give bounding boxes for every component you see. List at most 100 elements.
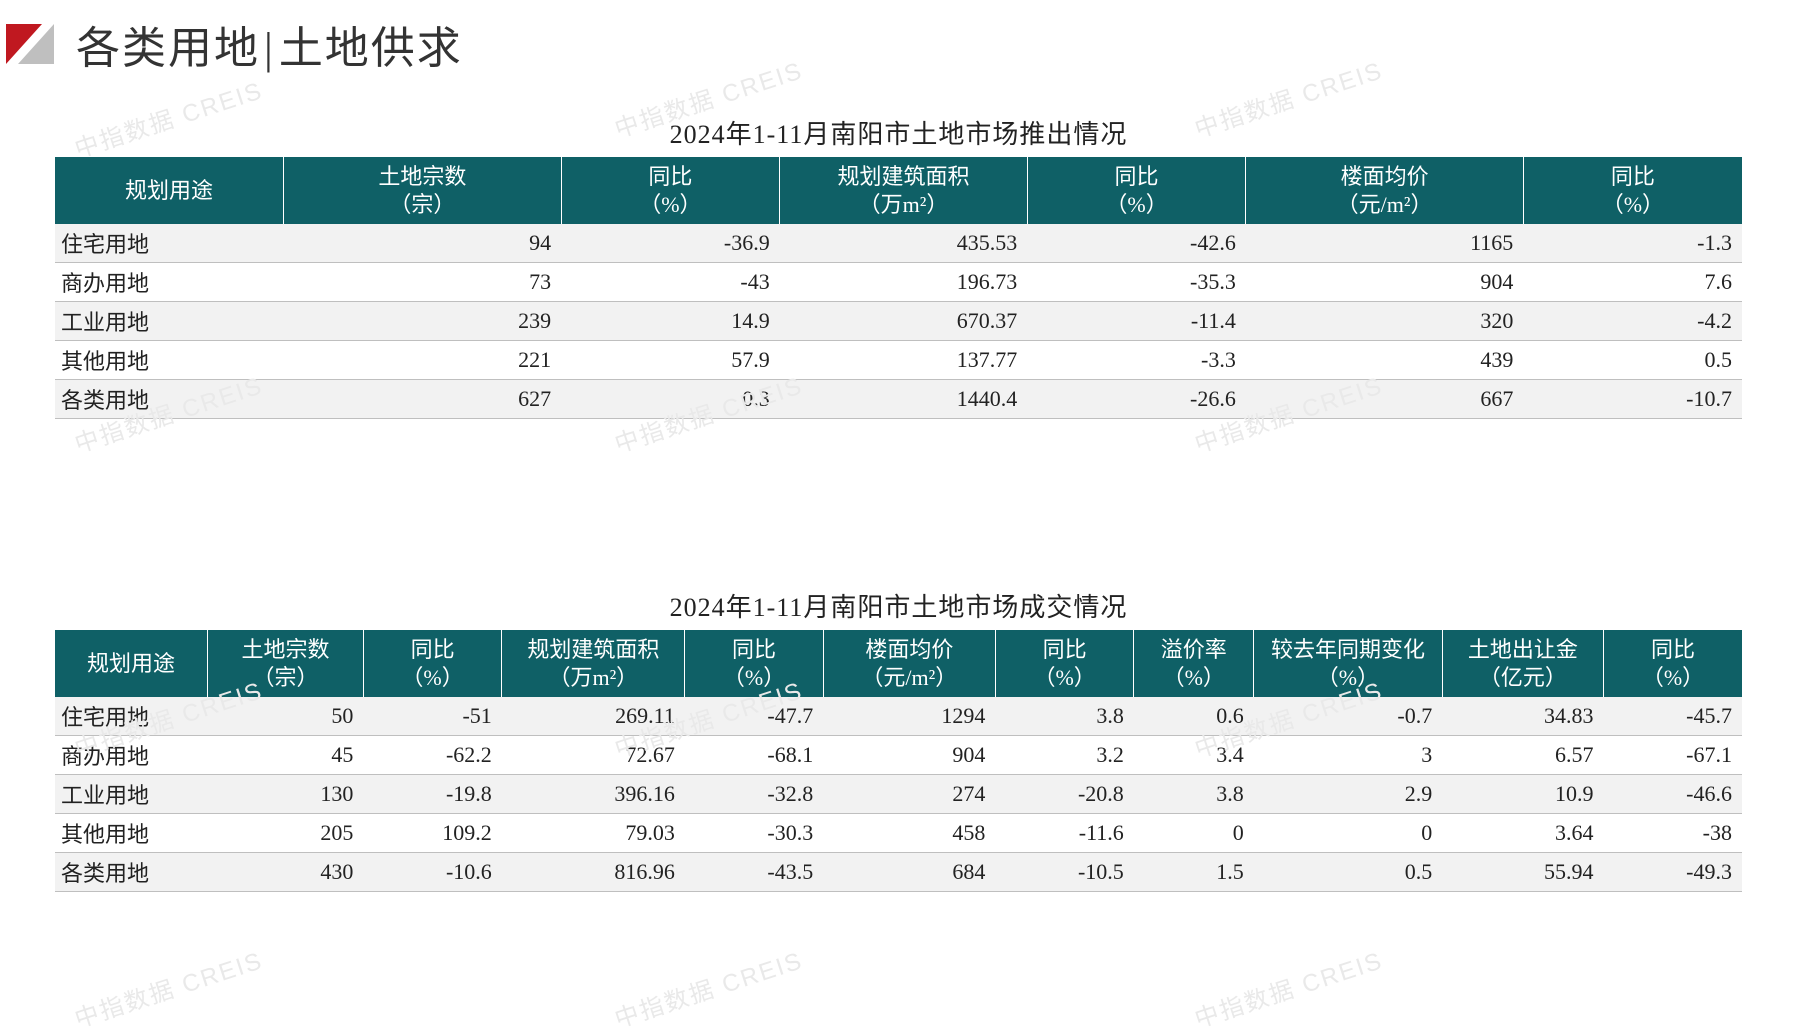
table1-cell: 221: [284, 341, 561, 380]
table2-cell: 3: [1254, 736, 1443, 775]
table1-cell: -26.6: [1027, 380, 1246, 419]
table1-col-1: 土地宗数（宗）: [284, 157, 561, 224]
table1-col-4: 同比（%）: [1027, 157, 1246, 224]
table1-cell: 196.73: [780, 263, 1028, 302]
table2-cell: 3.4: [1134, 736, 1254, 775]
table2-cell: -62.2: [363, 736, 501, 775]
table2-cell: -67.1: [1604, 736, 1743, 775]
table2-header-row: 规划用途土地宗数（宗）同比（%）规划建筑面积（万m²）同比（%）楼面均价（元/m…: [55, 630, 1742, 697]
table2-col-1: 土地宗数（宗）: [208, 630, 364, 697]
table2-cell: -68.1: [685, 736, 823, 775]
table1-cell: 239: [284, 302, 561, 341]
table2-cell: 904: [823, 736, 995, 775]
table2-cell: -10.6: [363, 853, 501, 892]
table1-header-row: 规划用途土地宗数（宗）同比（%）规划建筑面积（万m²）同比（%）楼面均价（元/m…: [55, 157, 1742, 224]
table1-row: 各类用地6270.31440.4-26.6667-10.7: [55, 380, 1742, 419]
table2-cell: 0: [1254, 814, 1443, 853]
table2-cell: 205: [208, 814, 364, 853]
table1-cell: 439: [1246, 341, 1523, 380]
table1-cell: -35.3: [1027, 263, 1246, 302]
table2-cell: 0.5: [1254, 853, 1443, 892]
table2-cell: -45.7: [1604, 697, 1743, 736]
table2-col-4: 同比（%）: [685, 630, 823, 697]
table2-cell: 1.5: [1134, 853, 1254, 892]
table2-cell: 34.83: [1442, 697, 1603, 736]
title-separator: |: [264, 24, 275, 73]
table2-cell: -46.6: [1604, 775, 1743, 814]
table2-row: 其他用地205109.279.03-30.3458-11.6003.64-38: [55, 814, 1742, 853]
table2-col-2: 同比（%）: [363, 630, 501, 697]
table2-cell: -20.8: [995, 775, 1133, 814]
table1-cell: 1165: [1246, 224, 1523, 263]
table2-section: 2024年1-11月南阳市土地市场成交情况 规划用途土地宗数（宗）同比（%）规划…: [55, 587, 1742, 892]
table1-title: 2024年1-11月南阳市土地市场推出情况: [55, 114, 1742, 151]
table1: 规划用途土地宗数（宗）同比（%）规划建筑面积（万m²）同比（%）楼面均价（元/m…: [55, 157, 1742, 419]
table2-cell: -51: [363, 697, 501, 736]
table2-cell: -11.6: [995, 814, 1133, 853]
table1-col-5: 楼面均价（元/m²）: [1246, 157, 1523, 224]
table2-cell: 6.57: [1442, 736, 1603, 775]
table2-col-10: 同比（%）: [1604, 630, 1743, 697]
table1-cell: 7.6: [1523, 263, 1742, 302]
table1-cell: -4.2: [1523, 302, 1742, 341]
table1-row: 商办用地73-43196.73-35.39047.6: [55, 263, 1742, 302]
table1-cell: -43: [561, 263, 780, 302]
table2-cell: 72.67: [502, 736, 685, 775]
table1-cell: 904: [1246, 263, 1523, 302]
table1-cell: 670.37: [780, 302, 1028, 341]
watermark: 中指数据 CREIS: [69, 941, 266, 1034]
table2: 规划用途土地宗数（宗）同比（%）规划建筑面积（万m²）同比（%）楼面均价（元/m…: [55, 630, 1742, 892]
table2-cell: 50: [208, 697, 364, 736]
table2-cell: 458: [823, 814, 995, 853]
table2-cell: 0: [1134, 814, 1254, 853]
table1-cell: 1440.4: [780, 380, 1028, 419]
table1-cell: 14.9: [561, 302, 780, 341]
table2-cell: -19.8: [363, 775, 501, 814]
table1-cell: -11.4: [1027, 302, 1246, 341]
table1-cell: 435.53: [780, 224, 1028, 263]
table2-col-3: 规划建筑面积（万m²）: [502, 630, 685, 697]
table2-row: 各类用地430-10.6816.96-43.5684-10.51.50.555.…: [55, 853, 1742, 892]
table2-cell: 3.2: [995, 736, 1133, 775]
table2-cell: 109.2: [363, 814, 501, 853]
title-right: 土地供求: [279, 24, 463, 73]
table2-cell: -43.5: [685, 853, 823, 892]
table2-cell: 269.11: [502, 697, 685, 736]
watermark: 中指数据 CREIS: [609, 941, 806, 1034]
table1-cell: -1.3: [1523, 224, 1742, 263]
table2-cell: -0.7: [1254, 697, 1443, 736]
table2-col-5: 楼面均价（元/m²）: [823, 630, 995, 697]
table2-cell: -47.7: [685, 697, 823, 736]
table1-cell: 0.5: [1523, 341, 1742, 380]
title-left: 各类用地: [76, 24, 260, 73]
watermark: 中指数据 CREIS: [1189, 941, 1386, 1034]
table1-row-label: 其他用地: [55, 341, 284, 380]
table2-cell: 816.96: [502, 853, 685, 892]
table2-cell: 3.64: [1442, 814, 1603, 853]
table1-row-label: 商办用地: [55, 263, 284, 302]
table1-cell: -42.6: [1027, 224, 1246, 263]
table1-row: 工业用地23914.9670.37-11.4320-4.2: [55, 302, 1742, 341]
table2-cell: -38: [1604, 814, 1743, 853]
table1-cell: 667: [1246, 380, 1523, 419]
table1-cell: 137.77: [780, 341, 1028, 380]
table2-cell: 79.03: [502, 814, 685, 853]
table2-row-label: 其他用地: [55, 814, 208, 853]
table1-cell: -36.9: [561, 224, 780, 263]
table2-cell: 3.8: [995, 697, 1133, 736]
table2-cell: 274: [823, 775, 995, 814]
table1-cell: 73: [284, 263, 561, 302]
table2-row-label: 住宅用地: [55, 697, 208, 736]
table1-cell: 94: [284, 224, 561, 263]
page-header: 各类用地|土地供求: [0, 0, 1797, 84]
table1-col-3: 规划建筑面积（万m²）: [780, 157, 1028, 224]
table2-row-label: 各类用地: [55, 853, 208, 892]
table2-cell: 1294: [823, 697, 995, 736]
table2-col-7: 溢价率（%）: [1134, 630, 1254, 697]
table1-cell: 627: [284, 380, 561, 419]
table2-cell: 45: [208, 736, 364, 775]
page-title: 各类用地|土地供求: [76, 12, 463, 76]
table1-row: 其他用地22157.9137.77-3.34390.5: [55, 341, 1742, 380]
table2-cell: -10.5: [995, 853, 1133, 892]
table1-cell: 57.9: [561, 341, 780, 380]
